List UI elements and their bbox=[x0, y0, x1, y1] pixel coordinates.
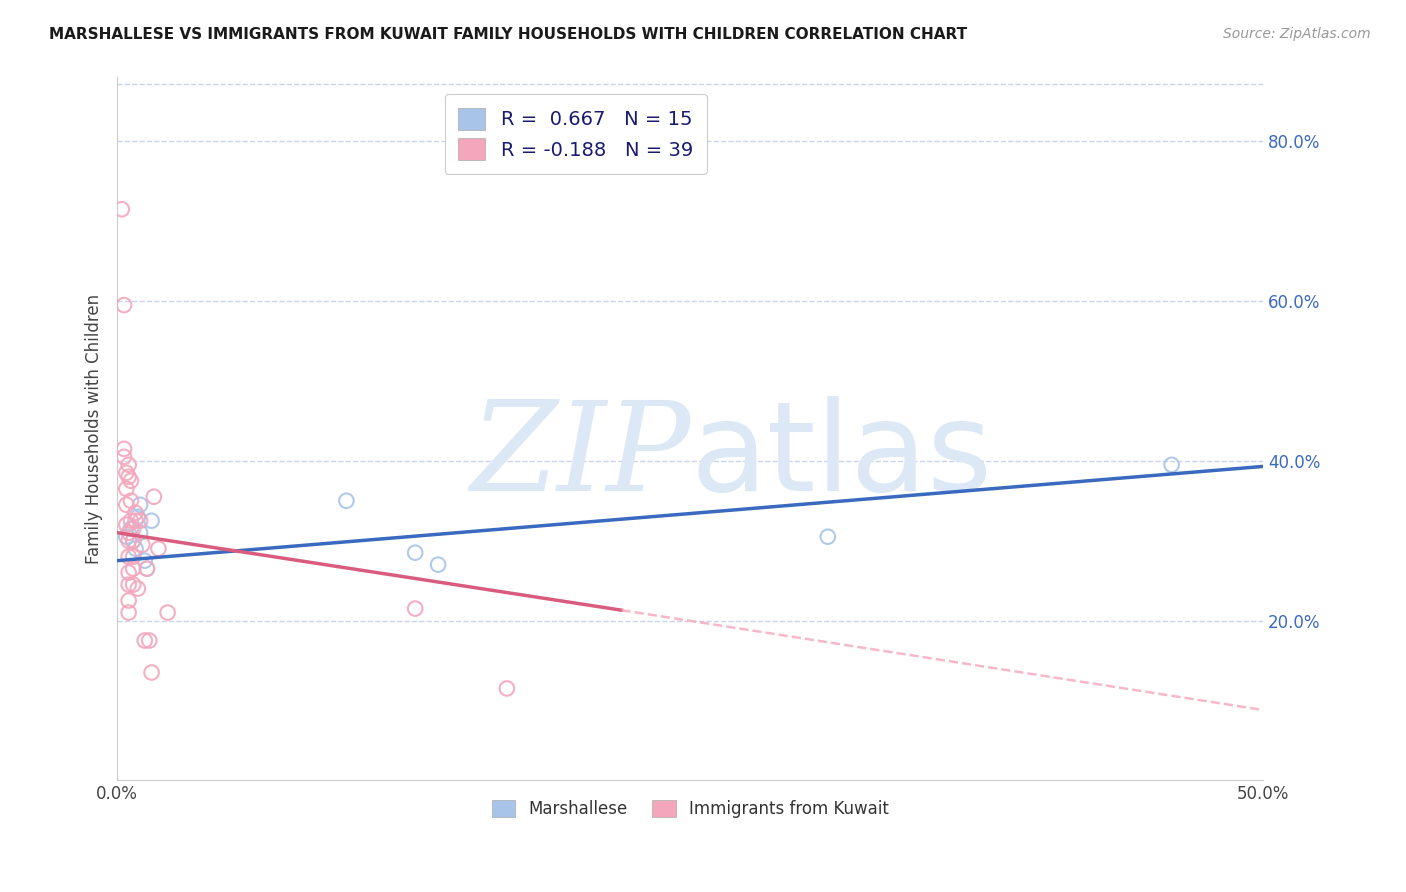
Point bbox=[118, 566, 141, 580]
Point bbox=[156, 606, 179, 620]
Point bbox=[127, 582, 149, 596]
Point bbox=[122, 522, 145, 536]
Point bbox=[129, 525, 152, 540]
Point bbox=[141, 514, 163, 528]
Point bbox=[124, 506, 146, 520]
Point bbox=[115, 466, 138, 480]
Point bbox=[122, 533, 145, 548]
Point bbox=[118, 593, 141, 607]
Point bbox=[404, 601, 426, 615]
Point bbox=[127, 509, 149, 524]
Point bbox=[118, 606, 141, 620]
Point bbox=[129, 514, 152, 528]
Point bbox=[124, 514, 146, 528]
Point bbox=[404, 546, 426, 560]
Point bbox=[148, 541, 170, 556]
Point bbox=[122, 577, 145, 591]
Legend: Marshallese, Immigrants from Kuwait: Marshallese, Immigrants from Kuwait bbox=[485, 793, 896, 825]
Y-axis label: Family Households with Children: Family Households with Children bbox=[86, 293, 103, 564]
Text: ZIP: ZIP bbox=[470, 396, 690, 517]
Point bbox=[120, 474, 142, 488]
Point bbox=[817, 530, 839, 544]
Point bbox=[118, 458, 141, 472]
Point bbox=[118, 533, 141, 548]
Point bbox=[120, 522, 142, 536]
Point bbox=[138, 633, 160, 648]
Point bbox=[111, 202, 134, 217]
Point bbox=[115, 498, 138, 512]
Point bbox=[131, 538, 153, 552]
Point bbox=[115, 482, 138, 496]
Point bbox=[335, 493, 357, 508]
Point bbox=[118, 525, 141, 540]
Point bbox=[122, 533, 145, 548]
Text: atlas: atlas bbox=[690, 396, 993, 517]
Point bbox=[129, 498, 152, 512]
Text: MARSHALLESE VS IMMIGRANTS FROM KUWAIT FAMILY HOUSEHOLDS WITH CHILDREN CORRELATIO: MARSHALLESE VS IMMIGRANTS FROM KUWAIT FA… bbox=[49, 27, 967, 42]
Point bbox=[134, 633, 156, 648]
Text: Source: ZipAtlas.com: Source: ZipAtlas.com bbox=[1223, 27, 1371, 41]
Point bbox=[115, 530, 138, 544]
Point bbox=[142, 490, 165, 504]
Point bbox=[118, 549, 141, 564]
Point bbox=[124, 541, 146, 556]
Point bbox=[120, 493, 142, 508]
Point bbox=[118, 470, 141, 484]
Point bbox=[112, 442, 135, 456]
Point bbox=[427, 558, 450, 572]
Point bbox=[1160, 458, 1182, 472]
Point bbox=[120, 514, 142, 528]
Point bbox=[122, 561, 145, 575]
Point bbox=[134, 554, 156, 568]
Point bbox=[136, 561, 159, 575]
Point bbox=[136, 561, 159, 575]
Point bbox=[112, 450, 135, 464]
Point bbox=[112, 298, 135, 312]
Point bbox=[118, 577, 141, 591]
Point bbox=[122, 549, 145, 564]
Point bbox=[141, 665, 163, 680]
Point bbox=[115, 517, 138, 532]
Point bbox=[496, 681, 519, 696]
